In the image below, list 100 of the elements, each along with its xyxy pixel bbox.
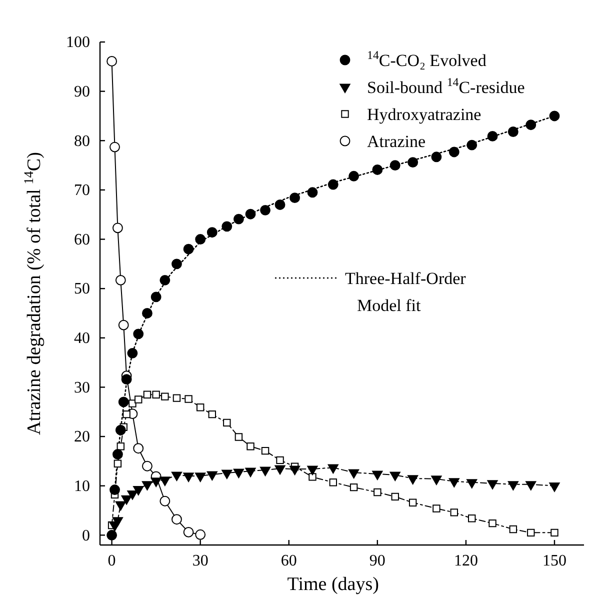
point — [172, 258, 182, 270]
legend-label: Three-Half-Order Model fit — [345, 269, 466, 315]
point — [233, 468, 244, 478]
point — [308, 473, 316, 481]
point — [118, 396, 129, 408]
point — [160, 496, 170, 506]
point — [290, 192, 300, 204]
point — [142, 481, 153, 490]
point — [274, 200, 286, 210]
point — [196, 404, 204, 412]
point — [329, 478, 337, 486]
point — [127, 490, 138, 500]
y-tick-label: 90 — [74, 83, 90, 100]
point — [133, 486, 144, 496]
point — [508, 126, 518, 137]
legend-label: Hydroxyatrazine — [367, 105, 482, 124]
point — [183, 472, 194, 482]
point — [328, 464, 338, 474]
point — [448, 146, 460, 158]
point — [450, 508, 458, 516]
point — [110, 142, 120, 152]
point — [171, 472, 182, 482]
point — [115, 501, 126, 511]
point — [160, 274, 170, 286]
x-tick-label: 120 — [454, 552, 478, 570]
point — [372, 164, 383, 175]
point — [195, 472, 206, 482]
point — [307, 187, 318, 198]
point — [143, 390, 152, 398]
point — [408, 498, 417, 506]
point — [526, 120, 536, 130]
y-tick-label: 10 — [74, 478, 90, 495]
point — [142, 460, 152, 472]
point — [114, 460, 122, 468]
y-tick-label: 20 — [74, 428, 90, 446]
point — [466, 479, 478, 488]
x-tick-label: 60 — [280, 552, 297, 570]
point — [328, 179, 338, 190]
y-tick-label: 70 — [74, 182, 90, 200]
point — [350, 483, 358, 492]
y-tick-label: 100 — [66, 34, 90, 52]
point — [134, 396, 142, 404]
point — [549, 110, 560, 122]
point — [246, 442, 254, 450]
point — [448, 478, 460, 488]
point — [160, 476, 170, 486]
point — [121, 374, 132, 385]
x-axis-title: Time (days) — [287, 574, 379, 595]
point — [307, 466, 318, 476]
point — [133, 443, 144, 454]
point — [390, 472, 400, 482]
y-tick-label: 30 — [74, 379, 90, 396]
point — [127, 348, 138, 358]
point — [233, 214, 244, 224]
point — [374, 488, 382, 496]
point — [223, 418, 231, 427]
point — [112, 222, 123, 234]
y-tick-label: 80 — [74, 132, 90, 150]
point — [487, 480, 498, 490]
point — [234, 433, 243, 441]
point — [206, 471, 218, 481]
point — [206, 227, 218, 238]
point — [432, 504, 440, 512]
legend-label: Atrazine — [367, 132, 426, 151]
point — [549, 482, 560, 492]
point — [112, 517, 124, 526]
point — [260, 466, 271, 476]
point — [122, 410, 130, 418]
y-tick-label: 40 — [74, 330, 90, 347]
point — [208, 410, 216, 418]
legend-label: Soil-bound $^{14}$C-residue — [367, 75, 525, 97]
point — [408, 475, 418, 484]
x-tick-label: 150 — [542, 552, 566, 570]
point — [172, 514, 182, 525]
legend-label: $^{14}$C-CO₂ Evolved — [367, 48, 487, 70]
point — [184, 395, 192, 403]
point — [245, 468, 256, 478]
point — [172, 394, 181, 402]
point — [487, 130, 498, 142]
point — [183, 526, 194, 538]
point — [195, 529, 206, 540]
point — [142, 308, 152, 318]
y-tick-label: 50 — [74, 280, 90, 298]
point — [115, 274, 126, 286]
point — [115, 424, 126, 436]
point — [260, 204, 270, 216]
x-tick-label: 30 — [192, 552, 208, 570]
point — [289, 466, 300, 476]
point — [116, 442, 125, 450]
point — [390, 160, 400, 170]
point — [110, 484, 120, 495]
point — [348, 170, 360, 182]
point — [150, 478, 162, 487]
y-tick-label: 60 — [74, 231, 90, 248]
point — [468, 514, 476, 522]
point — [106, 530, 118, 540]
point — [372, 470, 383, 480]
point — [550, 528, 558, 537]
point — [106, 56, 118, 66]
point — [121, 495, 132, 505]
